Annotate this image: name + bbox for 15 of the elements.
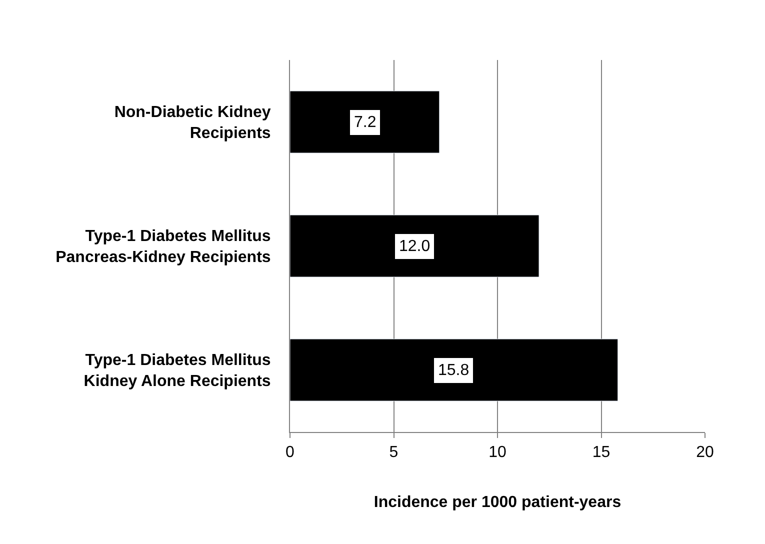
- bar: [290, 214, 540, 278]
- y-tick-label: Non-Diabetic Kidney Recipients: [114, 104, 271, 142]
- x-tick-label: 0: [286, 444, 295, 462]
- x-axis-title: Incidence per 1000 patient-years: [374, 494, 622, 511]
- data-label: 15.8: [438, 362, 470, 379]
- x-tick-label: 5: [389, 444, 398, 462]
- y-tick-label: Type-1 Diabetes Mellitus Kidney Alone Recipients: [84, 352, 271, 390]
- bar: [290, 338, 618, 402]
- x-tick-label: 20: [696, 444, 714, 462]
- y-tick-label: Type-1 Diabetes Mellitus Pancreas-Kidney Recipients: [56, 228, 271, 266]
- x-tick-label: 15: [592, 444, 610, 462]
- x-tick-label: 10: [488, 444, 506, 462]
- bar: [290, 90, 440, 154]
- data-label: 12.0: [399, 238, 430, 255]
- data-label: 7.2: [354, 114, 376, 131]
